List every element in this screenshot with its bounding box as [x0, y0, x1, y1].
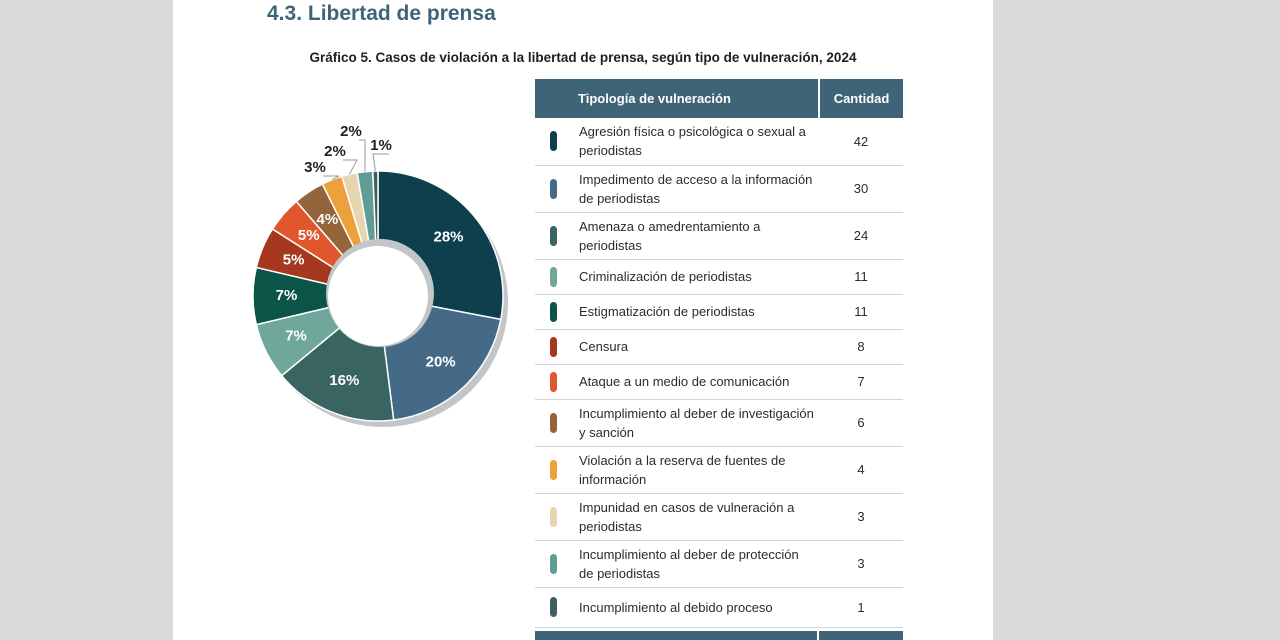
- legend-label: Impedimento de acceso a la información d…: [579, 171, 813, 206]
- donut-percent-label: 5%: [283, 252, 305, 269]
- donut-percent-label: 3%: [304, 159, 326, 176]
- legend-value: 6: [819, 399, 903, 447]
- legend-label: Censura: [579, 339, 629, 354]
- donut-percent-label: 5%: [298, 227, 320, 244]
- donut-percent-label: 4%: [317, 211, 339, 228]
- table-footer-bar: [535, 631, 903, 640]
- legend-label: Agresión física o psicológica o sexual a…: [579, 124, 806, 159]
- legend-row: Ataque a un medio de comunicación 7: [535, 364, 903, 400]
- donut-percent-label: 7%: [285, 328, 307, 345]
- legend-value: 30: [819, 165, 903, 213]
- donut-percent-label: 2%: [324, 143, 346, 160]
- legend-swatch: [550, 553, 557, 574]
- legend-row: Censura 8: [535, 329, 903, 365]
- donut-percent-label: 16%: [329, 372, 359, 389]
- leader-line: [323, 175, 340, 181]
- legend-row: Criminalización de periodistas 11: [535, 259, 903, 295]
- legend-swatch: [550, 266, 557, 287]
- legend-row: Estigmatización de periodistas 11: [535, 294, 903, 330]
- donut-percent-label: 28%: [433, 229, 463, 246]
- legend-label: Incumplimiento al deber de investigación…: [579, 405, 814, 440]
- donut-percent-label: 7%: [276, 287, 298, 304]
- legend-row: Agresión física o psicológica o sexual a…: [535, 118, 903, 166]
- legend-label: Ataque a un medio de comunicación: [579, 374, 790, 389]
- legend-row: Incumplimiento al deber de protección de…: [535, 540, 903, 588]
- legend-table: Tipología de vulneración Cantidad Agresi…: [535, 79, 903, 628]
- legend-label: Estigmatización de periodistas: [579, 304, 755, 319]
- legend-body: Agresión física o psicológica o sexual a…: [535, 118, 903, 628]
- donut-percent-label: 20%: [426, 354, 456, 371]
- legend-row: Violación a la reserva de fuentes de inf…: [535, 446, 903, 494]
- legend-value: 24: [819, 212, 903, 260]
- report-page: 4.3. Libertad de prensa Gráfico 5. Casos…: [173, 0, 993, 640]
- legend-header-row: Tipología de vulneración Cantidad: [535, 79, 903, 118]
- legend-row: Incumplimiento al deber de investigación…: [535, 399, 903, 447]
- legend-value: 3: [819, 540, 903, 588]
- legend-swatch: [550, 178, 557, 199]
- chart-title: Gráfico 5. Casos de violación a la liber…: [309, 50, 857, 65]
- legend-swatch: [550, 412, 557, 433]
- legend-label: Amenaza o amedrentamiento a periodistas: [579, 218, 761, 253]
- legend-swatch: [550, 506, 557, 527]
- legend-swatch: [550, 371, 557, 392]
- legend-value: 7: [819, 364, 903, 400]
- legend-swatch: [550, 225, 557, 246]
- legend-label: Incumplimiento al debido proceso: [579, 599, 773, 615]
- legend-row: Impunidad en casos de vulneración a peri…: [535, 493, 903, 541]
- legend-swatch: [550, 131, 557, 152]
- header-quantity: Cantidad: [819, 79, 903, 118]
- donut-chart: 28%20%16%7%7%5%5%4%3%2%2%1%: [252, 123, 508, 427]
- donut-percent-label: 1%: [370, 137, 392, 154]
- legend-value: 3: [819, 493, 903, 541]
- legend-row: Impedimento de acceso a la información d…: [535, 165, 903, 213]
- legend-swatch: [550, 459, 557, 480]
- legend-label: Incumplimiento al deber de protección de…: [579, 546, 799, 581]
- section-title: 4.3. Libertad de prensa: [267, 2, 496, 25]
- legend-value: 1: [819, 587, 903, 628]
- legend-value: 11: [819, 259, 903, 295]
- legend-value: 8: [819, 329, 903, 365]
- legend-label: Criminalización de periodistas: [579, 269, 752, 284]
- legend-swatch: [550, 597, 557, 617]
- legend-label: Impunidad en casos de vulneración a peri…: [579, 499, 795, 534]
- donut-hole: [328, 246, 428, 346]
- donut-percent-label: 2%: [340, 123, 362, 140]
- legend-value: 4: [819, 446, 903, 494]
- legend-swatch: [550, 336, 557, 357]
- leader-line: [343, 159, 358, 175]
- legend-swatch: [550, 301, 557, 322]
- leader-line: [359, 139, 366, 172]
- header-typology: Tipología de vulneración: [535, 79, 820, 118]
- legend-value: 11: [819, 294, 903, 330]
- leader-line: [372, 153, 389, 172]
- legend-value: 42: [819, 118, 903, 166]
- legend-label: Violación a la reserva de fuentes de inf…: [579, 452, 786, 487]
- legend-row: Amenaza o amedrentamiento a periodistas 2…: [535, 212, 903, 260]
- legend-row: Incumplimiento al debido proceso 1: [535, 587, 903, 628]
